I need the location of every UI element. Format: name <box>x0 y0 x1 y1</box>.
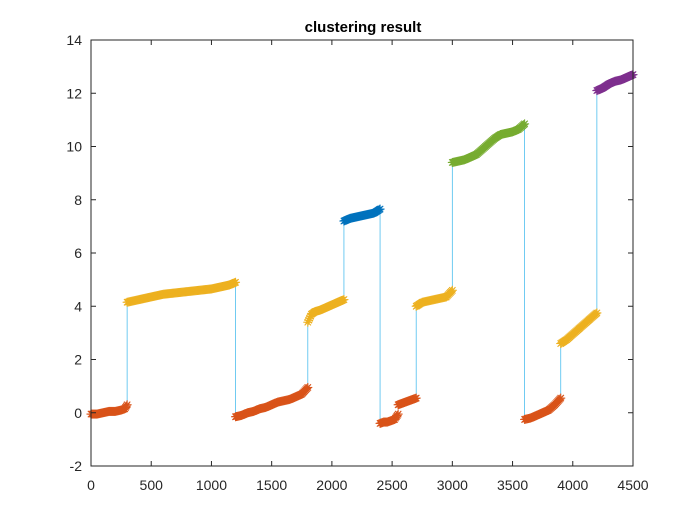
x-tick-label-9: 4500 <box>617 477 648 493</box>
y-tick-label-4: 6 <box>74 245 82 261</box>
data-point-cluster-blue-0-end <box>375 204 385 214</box>
cluster-orange-segment-3 <box>393 393 421 410</box>
cluster-yellow-segment-2 <box>411 285 457 311</box>
x-tick-label-7: 3500 <box>497 477 528 493</box>
data-point-cluster-orange-1-end <box>303 382 313 392</box>
x-tick-label-5: 2500 <box>377 477 408 493</box>
y-tick-label-5: 8 <box>74 192 82 208</box>
data-point-cluster-yellow-3-end <box>592 308 602 318</box>
y-tick-label-6: 10 <box>66 139 82 155</box>
data-point-cluster-yellow-1-end <box>339 295 349 305</box>
y-tick-label-0: -2 <box>70 458 83 474</box>
x-tick-label-4: 2000 <box>316 477 347 493</box>
series-cluster-orange <box>86 382 566 428</box>
y-tick-label-8: 14 <box>66 32 82 48</box>
connector-lines <box>126 90 598 424</box>
x-tick-label-6: 3000 <box>437 477 468 493</box>
data-point-cluster-yellow-2-end <box>447 285 457 295</box>
x-tick-label-3: 1500 <box>256 477 287 493</box>
cluster-orange-segment-0 <box>86 400 132 419</box>
x-tick-label-2: 1000 <box>196 477 227 493</box>
y-axis-ticks: -2 0 2 4 6 8 10 12 14 <box>66 32 633 474</box>
cluster-yellow-segment-1 <box>303 295 349 327</box>
cluster-yellow-segment-3 <box>556 308 602 349</box>
x-tick-label-0: 0 <box>87 477 95 493</box>
data-point-cluster-orange-4-end <box>556 393 566 403</box>
series-cluster-blue <box>339 204 385 226</box>
series-cluster-purple <box>592 70 638 96</box>
data-point-cluster-green-0-end <box>520 119 530 129</box>
x-tick-label-8: 4000 <box>557 477 588 493</box>
series-cluster-yellow <box>122 277 602 349</box>
data-point-cluster-orange-3-end <box>411 393 421 403</box>
cluster-green-segment-0 <box>447 119 530 167</box>
y-tick-label-7: 12 <box>66 85 82 101</box>
cluster-blue-segment-0 <box>339 204 385 226</box>
chart-title: clustering result <box>305 19 422 36</box>
y-tick-label-1: 0 <box>74 405 82 421</box>
cluster-purple-segment-0 <box>592 70 638 96</box>
x-tick-label-1: 500 <box>140 477 164 493</box>
data-point-cluster-orange-0-end <box>122 400 132 410</box>
x-axis-ticks: 0 500 1000 1500 2000 2500 3000 3500 4000 4500 <box>87 40 649 493</box>
series-cluster-green <box>447 119 530 167</box>
data-point-cluster-orange-2-end <box>393 409 403 419</box>
data-series <box>86 70 638 428</box>
cluster-yellow-segment-0 <box>122 277 241 307</box>
y-tick-label-2: 2 <box>74 352 82 368</box>
y-tick-label-3: 4 <box>74 298 82 314</box>
cluster-orange-segment-4 <box>520 393 566 424</box>
data-point-cluster-yellow-0-end <box>231 277 241 287</box>
cluster-orange-segment-1 <box>231 382 313 422</box>
cluster-orange-segment-2 <box>375 409 403 428</box>
